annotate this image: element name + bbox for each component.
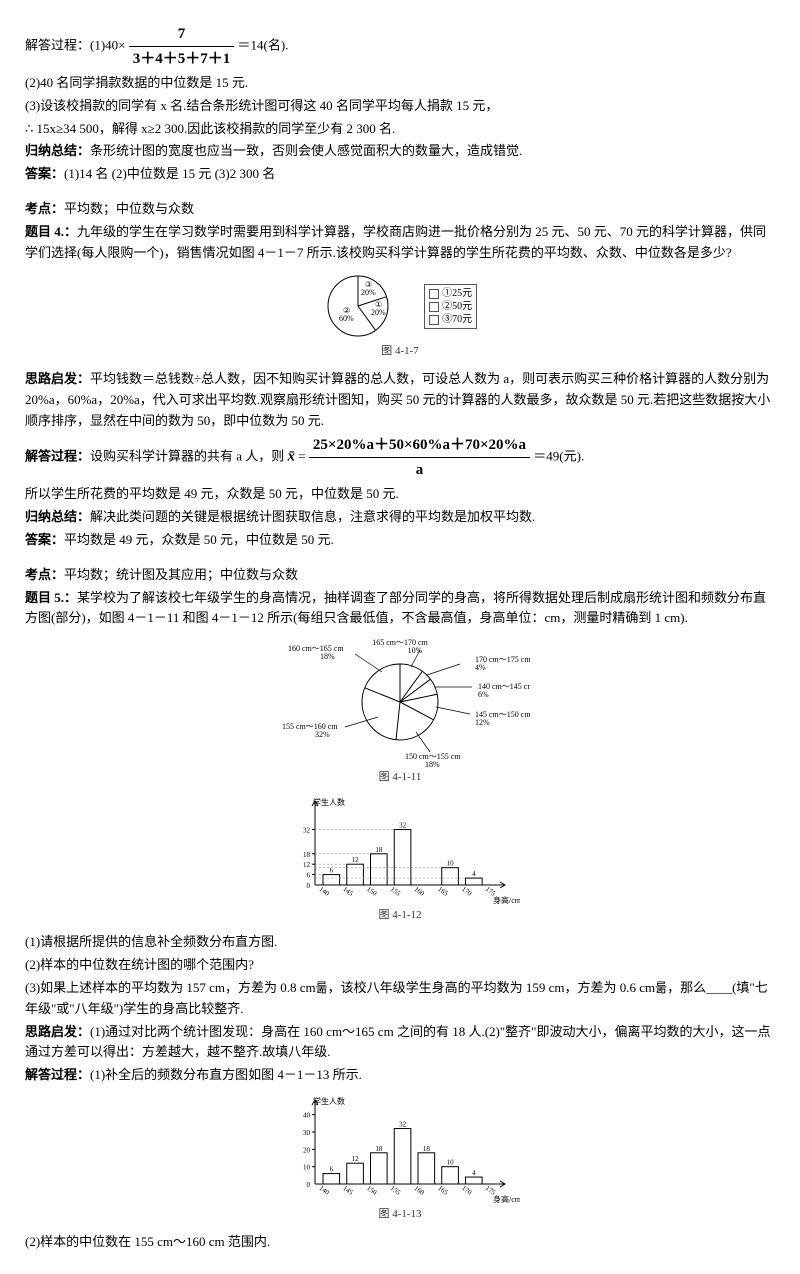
q5-ans2: (2)样本的中位数在 155 cm～160 cm 范围内. (25, 1232, 775, 1253)
svg-text:10%: 10% (408, 646, 423, 655)
q4-hint: 思路启发：平均钱数＝总钱数÷总人数，因不知购买计算器的总人数，可设总人数为 a，… (25, 369, 775, 431)
q5-sub3: (3)如果上述样本的平均数为 157 cm，方差为 0.8 cm룲，该校八年级学… (25, 978, 775, 1020)
svg-text:6: 6 (330, 1166, 334, 1174)
q5-pie-chart: 165 cm～170 cm 10% 170 cm～175 cm 4% 140 c… (270, 637, 530, 767)
svg-text:145: 145 (341, 1184, 355, 1197)
q5-pie-block: 165 cm～170 cm 10% 170 cm～175 cm 4% 140 c… (25, 637, 775, 787)
svg-text:4%: 4% (475, 663, 486, 672)
svg-text:32%: 32% (315, 730, 330, 739)
svg-text:150: 150 (365, 885, 379, 898)
xbar-symbol: x̄ (288, 449, 296, 465)
svg-text:160 cm～165 cm: 160 cm～165 cm (288, 644, 344, 653)
q5-sub2: (2)样本的中位数在统计图的哪个范围内? (25, 955, 775, 976)
q4-topic: 考点：平均数；中位数与众数 (25, 199, 775, 220)
svg-text:165: 165 (436, 1184, 450, 1197)
sol3-line2: (2)40 名同学捐款数据的中位数是 15 元. (25, 73, 775, 94)
svg-text:155 cm～160 cm: 155 cm～160 cm (282, 722, 338, 731)
svg-text:18: 18 (375, 846, 383, 854)
svg-text:20: 20 (303, 1146, 311, 1154)
svg-text:18%: 18% (320, 652, 335, 661)
q4-answer: 答案：平均数是 49 元，众数是 50 元，中位数是 50 元. (25, 530, 775, 551)
svg-text:155: 155 (389, 1184, 403, 1197)
q5-hint: 思路启发：(1)通过对比两个统计图发现：身高在 160 cm～165 cm 之间… (25, 1022, 775, 1064)
sol3-answer: 答案：(1)14 名 (2)中位数是 15 元 (3)2 300 名 (25, 164, 775, 185)
svg-text:170: 170 (460, 885, 474, 898)
svg-text:160: 160 (413, 1184, 427, 1197)
svg-text:学生人数: 学生人数 (313, 1096, 345, 1106)
svg-text:10: 10 (447, 859, 455, 867)
svg-text:32: 32 (399, 1120, 407, 1128)
q5-solution: 解答过程：(1)补全后的频数分布直方图如图 4－1－13 所示. (25, 1065, 775, 1086)
svg-text:165: 165 (436, 885, 450, 898)
svg-text:150: 150 (365, 1184, 379, 1197)
svg-text:4: 4 (472, 870, 476, 878)
svg-text:18: 18 (423, 1145, 431, 1153)
q5-bar1-block: 学生人数身高/cm6121832140145150155160165170175… (25, 795, 775, 925)
q5-sub1: (1)请根据所提供的信息补全频数分布直方图. (25, 932, 775, 953)
svg-text:155: 155 (389, 885, 403, 898)
sol3-prefix: 解答过程：(1)40× (25, 37, 126, 52)
svg-text:18: 18 (375, 1145, 383, 1153)
q4-fraction: 25×20%a＋50×60%a＋70×20%a a (309, 433, 530, 482)
svg-text:145: 145 (341, 885, 355, 898)
svg-text:20%: 20% (371, 308, 386, 317)
q5-bar1-caption: 图 4-1-12 (25, 907, 775, 925)
svg-text:6%: 6% (478, 690, 489, 699)
q5-bar1-chart: 学生人数身高/cm6121832140145150155160165170175… (280, 795, 520, 905)
svg-text:6: 6 (307, 871, 311, 879)
q5-topic: 考点：平均数；统计图及其应用；中位数与众数 (25, 565, 775, 586)
svg-text:4: 4 (472, 1169, 476, 1177)
svg-text:140: 140 (318, 1184, 332, 1197)
svg-text:12: 12 (352, 1155, 360, 1163)
q4-pie-caption: 图 4-1-7 (25, 343, 775, 361)
svg-text:20%: 20% (361, 288, 376, 297)
q5-bar2-block: 学生人数身高/cm1020304014014515015516016517017… (25, 1094, 775, 1224)
svg-text:32: 32 (303, 826, 311, 834)
svg-text:60%: 60% (339, 314, 354, 323)
q4-solution: 解答过程：设购买科学计算器的共有 a 人，则 x̄ = 25×20%a＋50×6… (25, 433, 775, 482)
svg-text:10: 10 (447, 1159, 455, 1167)
svg-text:170: 170 (460, 1184, 474, 1197)
svg-text:0: 0 (307, 1181, 311, 1189)
q5-bar2-chart: 学生人数身高/cm1020304014014515015516016517017… (280, 1094, 520, 1204)
q4-sol-line2: 所以学生所花费的平均数是 49 元，众数是 50 元，中位数是 50 元. (25, 484, 775, 505)
q4-pie-chart: ③ 20% ① 20% ② 60% (323, 271, 413, 341)
sol3-line1: 解答过程：(1)40× 7 3＋4＋5＋7＋1 ＝14(名). (25, 22, 775, 71)
svg-text:160: 160 (413, 885, 427, 898)
svg-text:140: 140 (318, 885, 332, 898)
sol3-suffix: ＝14(名). (238, 37, 289, 52)
q5-title: 题目 5.：某学校为了解该校七年级学生的身高情况，抽样调查了部分同学的身高，将所… (25, 588, 775, 630)
q4-pie-block: ③ 20% ① 20% ② 60% ①25元 ②50元 ③70元 图 4-1-7 (25, 271, 775, 361)
svg-text:40: 40 (303, 1112, 311, 1120)
sol3-conclusion: 归纳总结：条形统计图的宽度也应当一致，否则会使人感觉面积大的数量大，造成错觉. (25, 141, 775, 162)
q5-pie-caption: 图 4-1-11 (25, 769, 775, 787)
svg-text:12: 12 (303, 861, 311, 869)
q5-bar2-caption: 图 4-1-13 (25, 1206, 775, 1224)
svg-text:18: 18 (303, 851, 311, 859)
svg-text:18%: 18% (425, 760, 440, 767)
sol3-fraction: 7 3＋4＋5＋7＋1 (129, 22, 235, 71)
q4-title: 题目 4.：九年级的学生在学习数学时需要用到科学计算器，学校商店购进一批价格分别… (25, 222, 775, 264)
q4-pie-legend: ①25元 ②50元 ③70元 (424, 284, 477, 329)
q4-conclusion: 归纳总结：解决此类问题的关键是根据统计图获取信息，注意求得的平均数是加权平均数. (25, 507, 775, 528)
sol3-line3: (3)设该校捐款的同学有 x 名.结合条形统计图可得这 40 名同学平均每人捐款… (25, 96, 775, 117)
svg-text:10: 10 (303, 1164, 311, 1172)
svg-text:12%: 12% (475, 718, 490, 727)
sol3-line4: ∴ 15x≥34 500，解得 x≥2 300.因此该校捐款的同学至少有 2 3… (25, 119, 775, 140)
svg-text:身高/cm: 身高/cm (493, 895, 520, 905)
svg-text:12: 12 (352, 856, 360, 864)
svg-text:30: 30 (303, 1129, 311, 1137)
svg-text:32: 32 (399, 821, 407, 829)
svg-text:0: 0 (307, 882, 311, 890)
svg-text:身高/cm: 身高/cm (493, 1194, 520, 1204)
svg-text:学生人数: 学生人数 (313, 797, 345, 807)
